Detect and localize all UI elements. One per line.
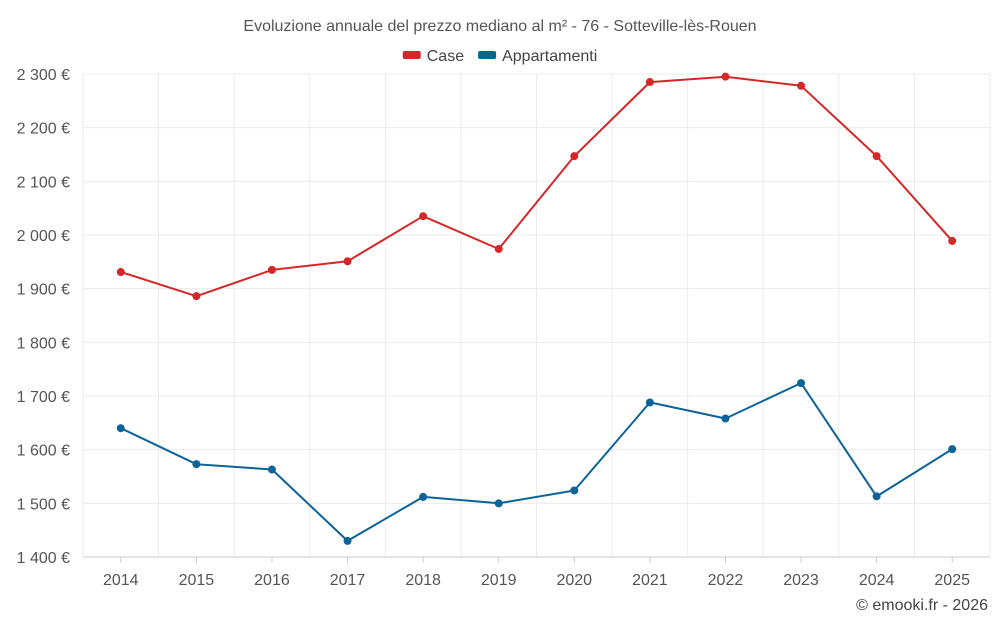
x-tick-label: 2021: [632, 572, 668, 589]
data-point[interactable]: [343, 536, 352, 545]
data-point[interactable]: [419, 212, 428, 221]
x-tick-label: 2022: [708, 572, 744, 589]
y-tick-label: 1 700 €: [17, 389, 70, 406]
x-tick-label: 2023: [783, 572, 819, 589]
y-tick-label: 2 100 €: [17, 174, 70, 191]
chart-title: Evoluzione annuale del prezzo mediano al…: [243, 18, 756, 35]
legend-item-case[interactable]: Case: [402, 48, 464, 65]
x-tick-label: 2016: [254, 572, 290, 589]
data-point[interactable]: [570, 486, 579, 495]
data-point[interactable]: [419, 492, 428, 501]
data-point[interactable]: [570, 152, 579, 161]
series-layer: [116, 72, 957, 545]
y-tick-label: 1 800 €: [17, 335, 70, 352]
data-point[interactable]: [116, 268, 125, 277]
legend: Case Appartamenti: [402, 48, 597, 65]
data-point[interactable]: [721, 72, 730, 81]
y-tick-label: 1 400 €: [17, 550, 70, 567]
data-point[interactable]: [267, 465, 276, 474]
x-tick-label: 2020: [556, 572, 592, 589]
data-point[interactable]: [494, 244, 503, 253]
grid: [82, 73, 991, 558]
y-tick-label: 1 500 €: [17, 496, 70, 513]
data-point[interactable]: [192, 460, 201, 469]
data-point[interactable]: [494, 499, 503, 508]
legend-swatch: [478, 51, 497, 59]
legend-item-appartamenti[interactable]: Appartamenti: [478, 48, 597, 65]
y-tick-label: 1 600 €: [17, 443, 70, 460]
y-tick-label: 2 200 €: [17, 121, 70, 138]
y-tick-label: 2 000 €: [17, 228, 70, 245]
x-tick-label: 2024: [859, 572, 895, 589]
data-point[interactable]: [645, 78, 654, 87]
legend-swatch: [402, 51, 421, 59]
data-point[interactable]: [343, 257, 352, 266]
series-case: [116, 72, 957, 301]
x-tick-label: 2014: [103, 572, 139, 589]
data-point[interactable]: [192, 292, 201, 301]
legend-label: Case: [427, 48, 464, 65]
series-appartamenti: [116, 379, 957, 545]
data-point[interactable]: [116, 424, 125, 433]
data-point[interactable]: [948, 445, 957, 454]
legend-label: Appartamenti: [502, 48, 597, 65]
data-point[interactable]: [721, 414, 730, 423]
x-tick-label: 2025: [934, 572, 970, 589]
data-point[interactable]: [797, 81, 806, 90]
x-tick-label: 2015: [179, 572, 215, 589]
data-point[interactable]: [797, 379, 806, 388]
data-point[interactable]: [267, 265, 276, 274]
y-tick-label: 1 900 €: [17, 282, 70, 299]
data-point[interactable]: [872, 152, 881, 161]
series-line: [120, 75, 953, 298]
data-point[interactable]: [872, 492, 881, 501]
data-point[interactable]: [645, 398, 654, 407]
y-tick-label: 2 300 €: [17, 67, 70, 84]
x-tick-label: 2018: [405, 572, 441, 589]
x-tick-label: 2019: [481, 572, 517, 589]
axes: 1 400 € 1 500 € 1 600 € 1 700 € 1 800 € 1 900…: [17, 67, 990, 589]
x-tick-label: 2017: [330, 572, 366, 589]
credit-label: © emooki.fr - 2026: [856, 597, 988, 614]
series-line: [120, 382, 953, 542]
data-point[interactable]: [948, 236, 957, 245]
